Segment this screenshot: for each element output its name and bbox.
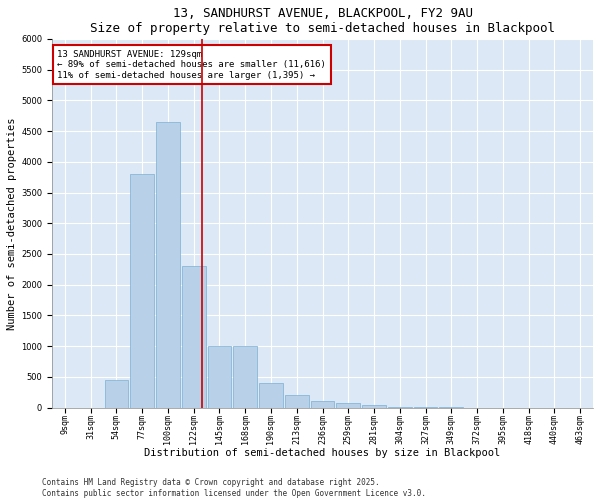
Bar <box>130 174 154 408</box>
Bar <box>311 402 334 407</box>
Bar <box>388 407 412 408</box>
Bar <box>104 380 128 407</box>
Bar <box>233 346 257 408</box>
Y-axis label: Number of semi-detached properties: Number of semi-detached properties <box>7 117 17 330</box>
Bar <box>156 122 180 408</box>
Bar <box>362 404 386 407</box>
Bar <box>182 266 206 408</box>
Text: 13 SANDHURST AVENUE: 129sqm
← 89% of semi-detached houses are smaller (11,616)
1: 13 SANDHURST AVENUE: 129sqm ← 89% of sem… <box>58 50 326 80</box>
Text: Contains HM Land Registry data © Crown copyright and database right 2025.
Contai: Contains HM Land Registry data © Crown c… <box>42 478 426 498</box>
Bar <box>337 403 360 407</box>
X-axis label: Distribution of semi-detached houses by size in Blackpool: Distribution of semi-detached houses by … <box>145 448 500 458</box>
Bar <box>285 396 308 407</box>
Bar <box>259 383 283 407</box>
Title: 13, SANDHURST AVENUE, BLACKPOOL, FY2 9AU
Size of property relative to semi-detac: 13, SANDHURST AVENUE, BLACKPOOL, FY2 9AU… <box>90 7 555 35</box>
Bar <box>208 346 231 408</box>
